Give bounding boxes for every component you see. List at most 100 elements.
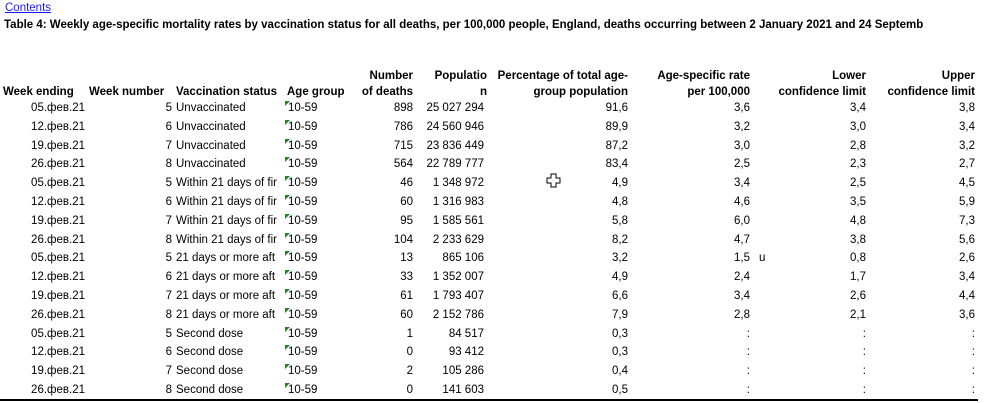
cell: 2 152 786 (432, 308, 484, 321)
contents-link[interactable]: Contents (5, 2, 52, 14)
cell: 12.фев.21 (31, 271, 85, 284)
column-header: Age group (287, 86, 345, 98)
cell: 2,4 (734, 271, 750, 284)
cell: u (759, 252, 766, 265)
cell: 83,4 (605, 158, 628, 171)
cell: Within 21 days of fir (176, 233, 277, 246)
cell: 3,5 (850, 196, 866, 208)
cell: 1 793 407 (432, 290, 484, 302)
cell: 2,8 (850, 139, 866, 152)
cell: 0,5 (612, 384, 628, 396)
cell: 2,6 (850, 290, 866, 302)
cell: 05.фев.21 (31, 177, 85, 190)
cell: 5 (165, 177, 172, 190)
cell: 0,8 (850, 252, 866, 265)
cell: 3,4 (959, 271, 975, 284)
cell: 8 (165, 384, 172, 396)
cell: Unvaccinated (176, 102, 246, 114)
cell: 0,4 (612, 365, 628, 378)
cell: 10-59 (288, 365, 318, 378)
cell: 7 (165, 214, 172, 227)
cell: 12.фев.21 (31, 346, 85, 359)
cell: 6,6 (612, 290, 628, 302)
cell: Second dose (176, 384, 244, 396)
cell: : (746, 346, 750, 359)
cell: 564 (393, 158, 413, 171)
column-header: Upper confidence limit (887, 70, 975, 98)
cell: 0 (406, 346, 413, 359)
cell: 21 days or more aft (176, 290, 276, 302)
cell: 0 (406, 384, 413, 396)
cell: 10-59 (288, 196, 318, 208)
cell-indicator (285, 157, 290, 163)
cell: 898 (393, 102, 413, 114)
cell: 10-59 (288, 158, 318, 171)
cell: 21 days or more aft (176, 252, 276, 265)
cell: 7 (165, 365, 172, 378)
column-header: Lower confidence limit (778, 70, 866, 98)
cell: 1 (406, 327, 413, 340)
cell: 8 (165, 308, 172, 321)
cell: 19.фев.21 (31, 214, 85, 227)
cell: 141 603 (442, 384, 484, 396)
cell: 3,4 (734, 177, 750, 190)
cell: 2,5 (850, 177, 866, 190)
cell: 3,6 (734, 102, 750, 114)
cell: 21 days or more aft (176, 308, 276, 321)
column-header: Percentage of total age- group populatio… (497, 70, 628, 98)
cell: Second dose (176, 365, 244, 378)
cell: 3,2 (734, 120, 750, 133)
cell-indicator (285, 232, 290, 238)
cell: 6 (165, 346, 172, 359)
cell: Within 21 days of fir (176, 177, 277, 190)
cell: 12.фев.21 (31, 196, 85, 208)
column-header: Week number (89, 86, 165, 98)
cell: : (862, 384, 866, 396)
cell: 6 (165, 271, 172, 284)
cell: 5 (165, 327, 172, 340)
cell: 3,4 (850, 102, 866, 114)
column-header: Week ending (3, 86, 74, 98)
cell: 6 (165, 120, 172, 133)
cell-indicator (285, 326, 290, 332)
cell: 3,0 (734, 139, 750, 152)
cell: 19.фев.21 (31, 290, 85, 302)
cell: 46 (400, 177, 413, 190)
cell-indicator (285, 213, 290, 219)
cell: 05.фев.21 (31, 327, 85, 340)
cell: 10-59 (288, 102, 318, 114)
cell: 4,7 (734, 233, 750, 246)
cell: 4,9 (612, 271, 628, 284)
cell: 3,2 (612, 252, 628, 265)
cell: 84 517 (448, 327, 484, 340)
cell: 10-59 (288, 384, 318, 396)
cell: : (862, 365, 866, 378)
cell: 10-59 (288, 139, 318, 152)
cell-indicator (285, 101, 290, 106)
cell: 7,3 (959, 214, 975, 227)
cell: 3,6 (959, 308, 975, 321)
cell: 10-59 (288, 308, 318, 321)
cell: 715 (393, 139, 413, 152)
column-header: Number of deaths (361, 70, 413, 98)
cell: : (862, 346, 866, 359)
column-header: Age-specific rate per 100,000 (657, 70, 750, 98)
cell: 26.фев.21 (31, 308, 85, 321)
cell: Within 21 days of fir (176, 196, 277, 208)
cell: 786 (393, 120, 413, 133)
cell: 2,6 (959, 252, 975, 265)
cell: 4,8 (612, 196, 628, 208)
cell: 5,8 (612, 214, 628, 227)
cell: 6,0 (734, 214, 750, 227)
cell: 1 352 007 (432, 271, 484, 284)
cell: 2,5 (734, 158, 750, 171)
cell: 33 (400, 271, 413, 284)
cell: 10-59 (288, 177, 318, 190)
cell-indicator (285, 364, 290, 370)
cell: : (971, 346, 975, 359)
cell: 22 789 777 (426, 158, 484, 171)
cell: 105 286 (442, 365, 484, 378)
cell: 8,2 (612, 233, 628, 246)
bottom-border (0, 399, 978, 401)
